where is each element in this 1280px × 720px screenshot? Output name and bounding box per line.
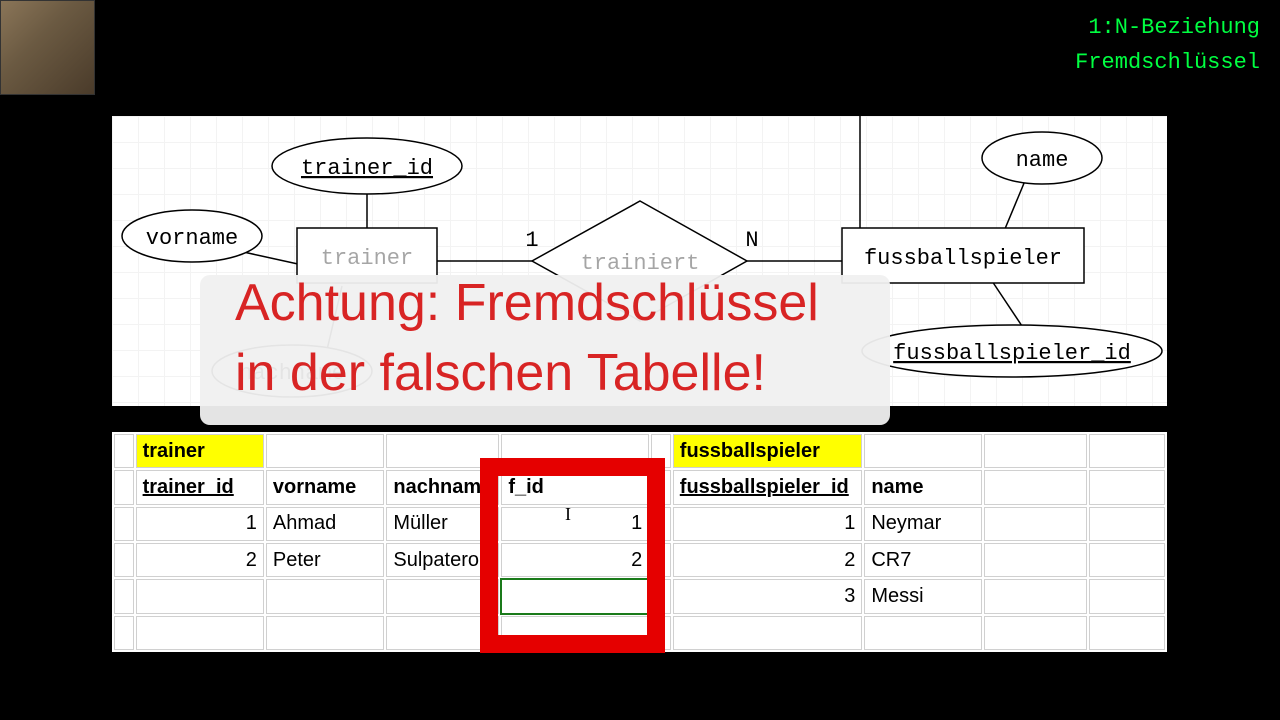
svg-text:fussballspieler_id: fussballspieler_id xyxy=(893,341,1131,366)
header-line1: 1:N-Beziehung xyxy=(1075,10,1260,45)
svg-text:1: 1 xyxy=(525,228,538,253)
col-vorname[interactable]: vorname xyxy=(266,470,384,504)
header-line2: Fremdschlüssel xyxy=(1075,45,1260,80)
warning-line2: in der falschen Tabelle! xyxy=(235,338,819,408)
col-fsp-id[interactable]: fussballspieler_id xyxy=(673,470,863,504)
warning-line1: Achtung: Fremdschlüssel xyxy=(235,268,819,338)
warning-text: Achtung: Fremdschlüssel in der falschen … xyxy=(235,268,819,408)
svg-text:trainer_id: trainer_id xyxy=(301,156,433,181)
col-trainer-id[interactable]: trainer_id xyxy=(136,470,264,504)
fsp-title[interactable]: fussballspieler xyxy=(673,434,863,468)
svg-text:fussballspieler: fussballspieler xyxy=(864,246,1062,271)
webcam-thumbnail xyxy=(0,0,95,95)
svg-text:name: name xyxy=(1016,148,1069,173)
text-cursor-icon: I xyxy=(565,504,571,525)
col-name[interactable]: name xyxy=(864,470,982,504)
header-notes: 1:N-Beziehung Fremdschlüssel xyxy=(1075,10,1260,80)
error-highlight-box xyxy=(480,458,665,653)
svg-text:N: N xyxy=(745,228,758,253)
trainer-title[interactable]: trainer xyxy=(136,434,264,468)
svg-text:vorname: vorname xyxy=(146,226,238,251)
